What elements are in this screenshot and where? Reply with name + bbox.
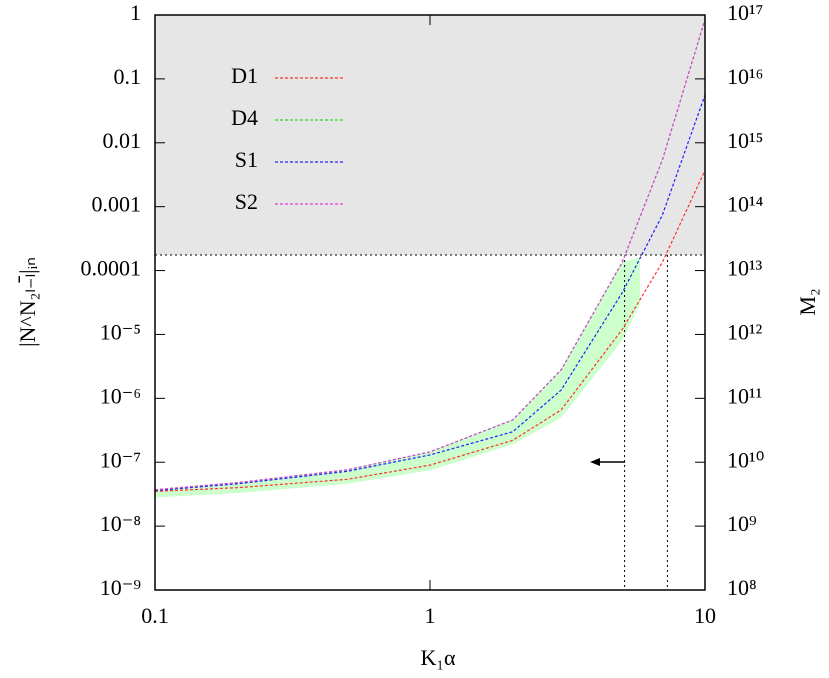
arrow [590, 458, 625, 466]
legend-label: S2 [235, 189, 258, 214]
legend-label: D1 [231, 63, 258, 88]
x-axis-label: K₁α [420, 645, 456, 670]
y2-tick-label: 10¹⁷ [727, 0, 763, 25]
y2-axis-label: M₂ [795, 288, 820, 315]
y2-tick-label: 10⁸ [727, 575, 757, 600]
y-tick-label: 0.0001 [81, 256, 142, 281]
y-tick-label: 10⁻⁶ [100, 383, 141, 408]
x-tick-label: 0.1 [141, 603, 169, 628]
y2-tick-label: 10¹² [727, 319, 763, 344]
y2-tick-label: 10¹⁶ [727, 64, 763, 89]
y-tick-label: 10⁻⁹ [100, 575, 142, 600]
series-line [154, 19, 706, 491]
parameter-band [155, 257, 640, 498]
legend-label: D4 [231, 105, 258, 130]
y2-tick-label: 10⁹ [727, 511, 757, 536]
y2-tick-label: 10¹⁰ [727, 447, 765, 472]
series-line [154, 94, 706, 492]
y-tick-label: 0.1 [114, 64, 142, 89]
x-tick-label: 10 [694, 603, 716, 628]
y-tick-label: 0.01 [103, 128, 142, 153]
y2-tick-label: 10¹⁵ [727, 128, 763, 153]
y2-tick-label: 10¹¹ [727, 383, 762, 408]
y-tick-label: 10⁻⁷ [100, 447, 141, 472]
y-tick-label: 1 [130, 0, 141, 25]
y-tick-label: 10⁻⁸ [100, 511, 141, 536]
y2-tick-label: 10¹³ [727, 256, 763, 281]
x-tick-label: 1 [425, 603, 436, 628]
legend-label: S1 [235, 147, 258, 172]
y2-tick-label: 10¹⁴ [727, 192, 764, 217]
y-tick-label: 10⁻⁵ [100, 319, 141, 344]
excluded-region [155, 15, 705, 256]
y-tick-label: 0.001 [92, 192, 142, 217]
y-axis-label: |N^N₂ₗ₋ₗ̄|ᵢₙ [15, 257, 40, 347]
